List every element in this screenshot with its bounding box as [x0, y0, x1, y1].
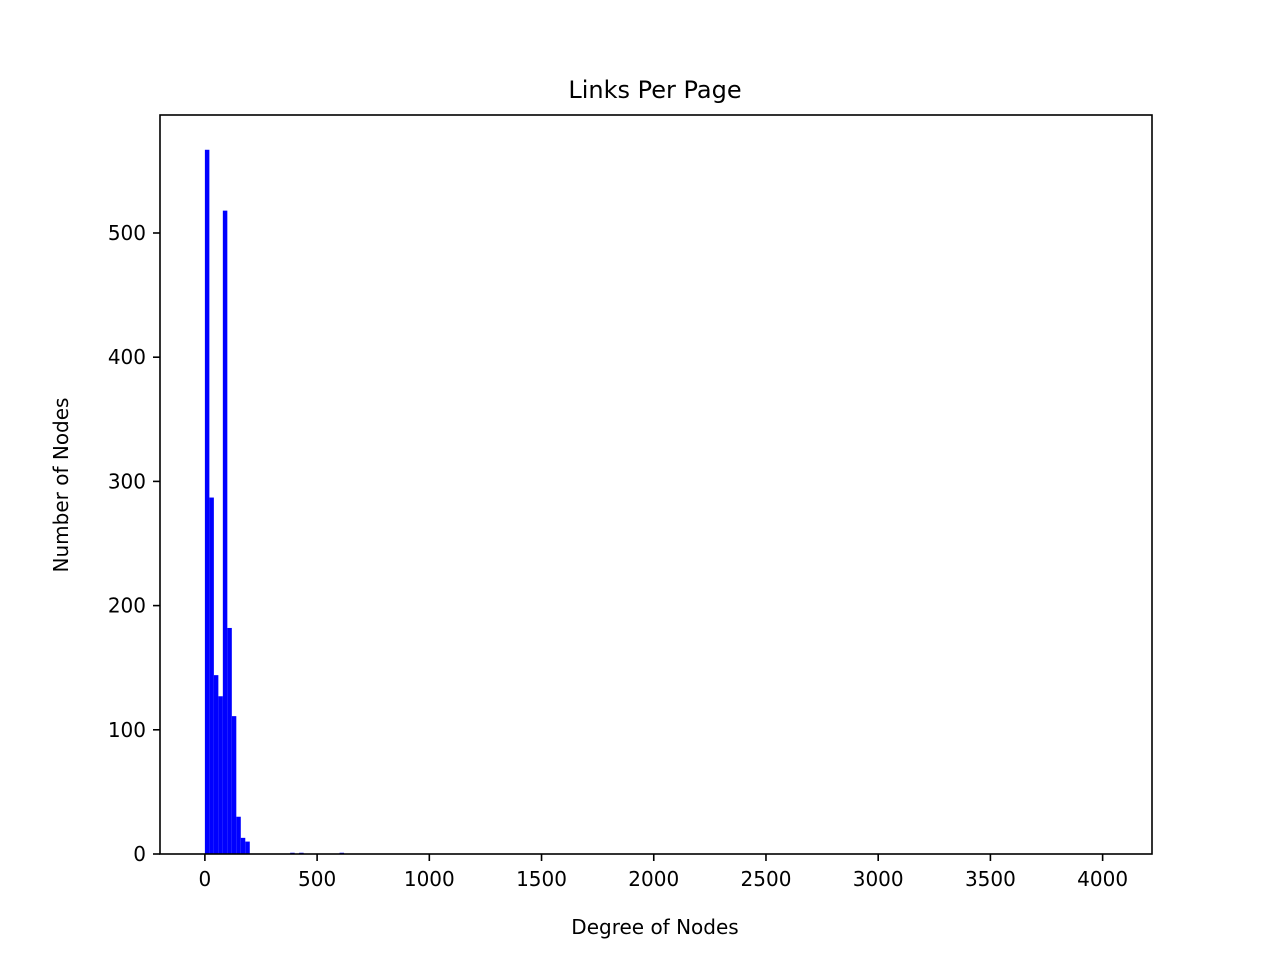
x-tick-label: 1000: [404, 867, 455, 891]
histogram-bar: [204, 149, 210, 854]
histogram-bar: [231, 716, 237, 854]
bars-group: [204, 149, 345, 854]
y-axis-label: Number of Nodes: [49, 398, 73, 573]
x-tick-label: 2000: [628, 867, 679, 891]
x-axis-ticks: 0 500 1000 1500 2000 2500 3000 3500 4000: [199, 854, 1128, 891]
histogram-bar: [240, 837, 246, 854]
y-tick-label: 200: [108, 594, 146, 618]
x-tick-label: 0: [199, 867, 212, 891]
y-tick-label: 400: [108, 345, 146, 369]
y-tick-label: 100: [108, 718, 146, 742]
histogram-bar: [218, 696, 223, 854]
x-tick-label: 1500: [516, 867, 567, 891]
x-tick-label: 3000: [853, 867, 904, 891]
x-axis-label: Degree of Nodes: [571, 915, 738, 939]
y-tick-label: 300: [108, 469, 146, 493]
x-tick-label: 2500: [741, 867, 792, 891]
y-tick-label: 500: [108, 221, 146, 245]
histogram-bar: [222, 210, 228, 854]
histogram-bar: [227, 627, 232, 854]
y-tick-label: 0: [133, 842, 146, 866]
x-tick-label: 4000: [1077, 867, 1128, 891]
histogram-bar: [236, 816, 241, 854]
x-tick-label: 500: [298, 867, 336, 891]
plot-frame: [159, 114, 1153, 855]
histogram-bar: [209, 497, 214, 854]
x-tick-label: 3500: [965, 867, 1016, 891]
chart-title: Links Per Page: [568, 76, 741, 104]
histogram-bar: [245, 841, 250, 854]
y-axis-ticks: 0 100 200 300 400 500: [108, 221, 160, 866]
histogram-bar: [213, 675, 219, 854]
